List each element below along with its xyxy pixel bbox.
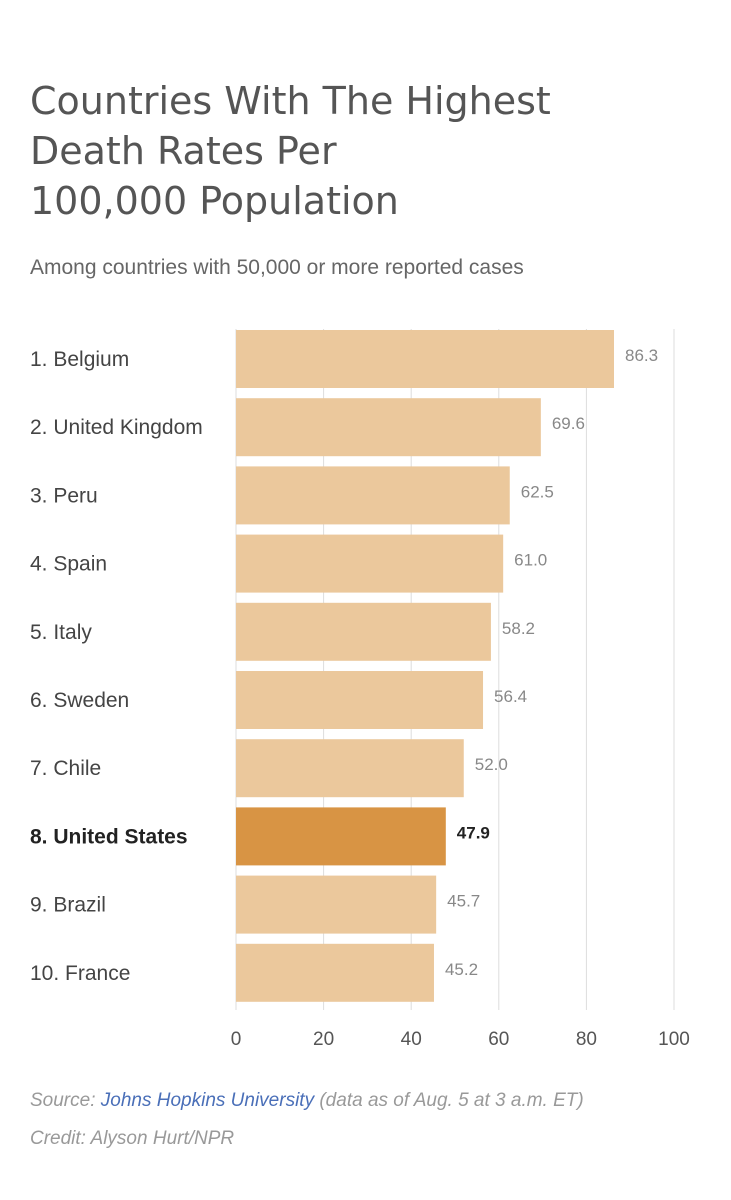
x-tick-label: 100: [658, 1029, 690, 1050]
value-label: 58.2: [502, 619, 535, 638]
chart-title: Countries With The Highest Death Rates P…: [30, 76, 690, 226]
value-label: 45.7: [447, 892, 480, 911]
x-tick-label: 20: [313, 1029, 334, 1050]
category-label: 6. Sweden: [30, 689, 129, 712]
value-label: 62.5: [521, 482, 554, 501]
bar: [236, 671, 484, 729]
category-label: 3. Peru: [30, 484, 98, 507]
bar: [236, 943, 434, 1002]
category-label: 7. Chile: [30, 757, 101, 780]
source-suffix: (data as of Aug. 5 at 3 a.m. ET): [314, 1090, 584, 1111]
source-prefix: Source:: [30, 1090, 101, 1111]
bar: [236, 534, 504, 593]
credit-note: Credit: Alyson Hurt/NPR: [30, 1128, 235, 1149]
bar: [236, 466, 510, 525]
x-tick-label: 40: [401, 1029, 422, 1050]
chart-title-line: Countries With The Highest: [30, 79, 551, 123]
value-label: 52.0: [475, 755, 508, 774]
bar: [236, 807, 446, 866]
bar: [236, 602, 491, 661]
source-note: Source: Johns Hopkins University (data a…: [30, 1090, 584, 1112]
category-label: 5. Italy: [30, 621, 92, 644]
chart-title-line: Death Rates Per: [30, 129, 337, 173]
category-label: 2. United Kingdom: [30, 416, 203, 439]
chart-subtitle: Among countries with 50,000 or more repo…: [30, 256, 524, 279]
bar-chart: 1. Belgium 86.3 2. United Kingdom 69.6 3. Pe…: [30, 329, 690, 1050]
category-label: 1. Belgium: [30, 348, 129, 371]
x-tick-label: 60: [488, 1029, 509, 1050]
x-tick-label: 80: [576, 1029, 597, 1050]
bar: [236, 875, 437, 934]
category-label: 8. United States: [30, 825, 188, 848]
x-tick-label: 0: [231, 1029, 242, 1050]
value-label: 69.6: [552, 414, 585, 433]
chart-title-line: 100,000 Population: [30, 179, 399, 223]
bar: [236, 330, 614, 388]
category-label: 4. Spain: [30, 553, 107, 576]
bar: [236, 739, 464, 798]
category-label: 10. France: [30, 962, 130, 985]
source-link[interactable]: Johns Hopkins University: [100, 1090, 315, 1111]
value-label: 86.3: [625, 346, 658, 365]
value-label: 47.9: [457, 823, 490, 842]
category-label: 9. Brazil: [30, 894, 106, 917]
bar: [236, 398, 541, 457]
value-label: 61.0: [514, 551, 547, 570]
value-label: 56.4: [494, 687, 527, 706]
value-label: 45.2: [445, 960, 478, 979]
